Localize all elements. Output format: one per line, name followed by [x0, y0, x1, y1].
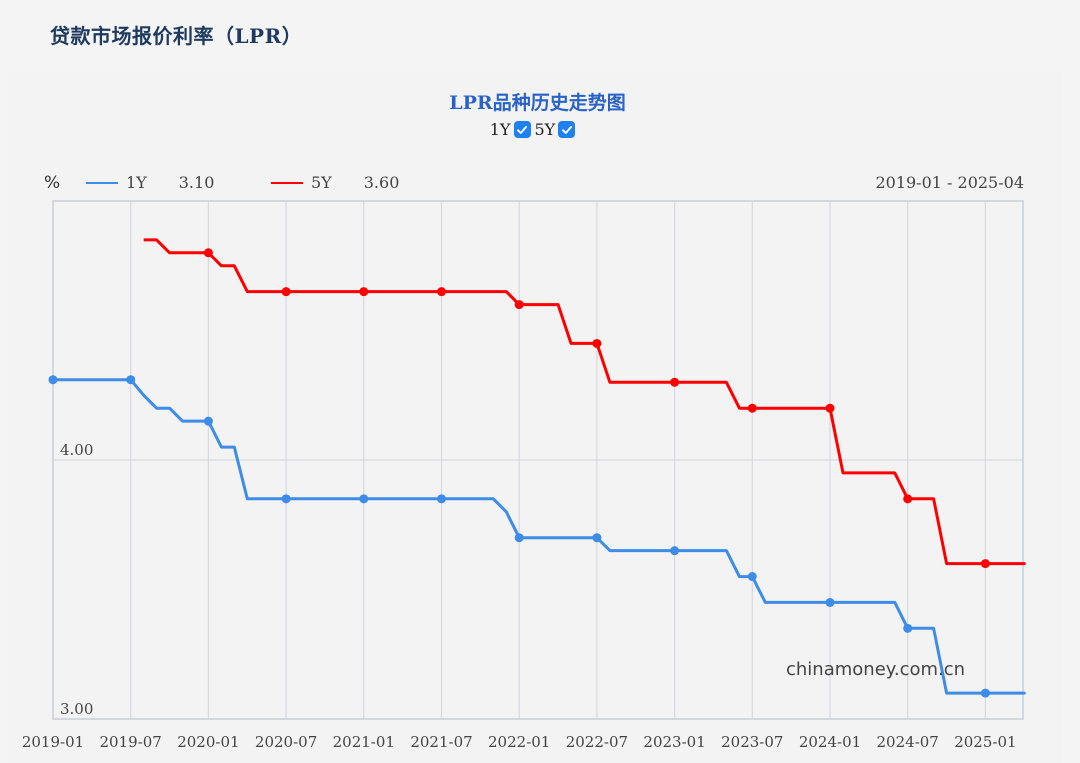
legend-item-1y[interactable]: 1Y 3.10 [86, 173, 214, 192]
series-toggles: 1Y 5Y [0, 120, 1065, 139]
x-tick-label: 2022-01 [488, 733, 551, 751]
checkbox-5y[interactable] [558, 121, 576, 138]
data-point-marker[interactable] [980, 688, 990, 698]
data-point-marker[interactable] [203, 416, 213, 426]
x-tick-label: 2020-07 [254, 733, 318, 751]
data-point-marker[interactable] [48, 375, 58, 385]
legend-swatch-1y [86, 181, 118, 184]
x-tick-label: 2025-01 [954, 733, 1017, 751]
checkbox-1y[interactable] [513, 121, 531, 138]
data-point-marker[interactable] [359, 494, 369, 504]
legend-name-1y: 1Y [126, 173, 147, 192]
data-point-marker[interactable] [825, 403, 835, 413]
data-point-marker[interactable] [514, 300, 524, 310]
page-title: 贷款市场报价利率（LPR） [50, 24, 303, 48]
data-point-marker[interactable] [281, 494, 291, 504]
date-range: 2019-01 - 2025-04 [875, 173, 1024, 192]
legend-name-5y: 5Y [311, 173, 332, 192]
x-tick-label: 2019-07 [99, 733, 162, 751]
series-line-1y[interactable] [53, 378, 1026, 695]
data-point-marker[interactable] [359, 287, 369, 297]
x-tick-label: 2023-01 [643, 733, 706, 751]
data-point-marker[interactable] [747, 403, 757, 413]
data-point-marker[interactable] [281, 287, 291, 297]
data-point-marker[interactable] [514, 533, 524, 543]
x-tick-label: 2024-01 [798, 733, 862, 751]
data-point-marker[interactable] [903, 494, 913, 504]
data-point-marker[interactable] [825, 597, 835, 607]
x-tick-label: 2021-07 [410, 733, 473, 751]
data-point-marker[interactable] [592, 533, 602, 543]
data-point-marker[interactable] [203, 248, 213, 258]
toggle-1y-label: 1Y [489, 120, 511, 139]
toggle-1y[interactable]: 1Y [490, 120, 531, 139]
series-line-5y[interactable] [143, 238, 1026, 566]
data-point-marker[interactable] [670, 546, 680, 556]
legend-item-5y[interactable]: 5Y 3.60 [271, 173, 399, 192]
y-tick-label-4: 4.00 [60, 441, 94, 459]
x-tick-label: 2023-07 [721, 733, 784, 751]
data-point-marker[interactable] [592, 338, 602, 348]
legend-value-5y: 3.60 [363, 173, 400, 192]
x-tick-label: 2024-07 [876, 733, 939, 751]
checkmark-icon [517, 125, 527, 134]
watermark: chinamoney.com.cn [786, 659, 966, 680]
legend-value-1y: 3.10 [178, 173, 215, 192]
chart-title: LPR品种历史走势图 [449, 92, 626, 114]
data-point-marker[interactable] [437, 287, 446, 297]
data-point-marker[interactable] [670, 377, 680, 387]
toggle-5y-label: 5Y [534, 120, 556, 139]
y-axis-unit: % [44, 173, 61, 193]
x-tick-label: 2020-01 [177, 733, 240, 751]
data-point-marker[interactable] [980, 559, 990, 569]
data-point-marker[interactable] [437, 494, 446, 504]
x-tick-label: 2019-01 [21, 733, 85, 751]
data-point-marker[interactable] [747, 572, 757, 582]
data-point-marker[interactable] [126, 375, 136, 385]
y-tick-label-3: 3.00 [60, 700, 94, 718]
legend-swatch-5y [271, 181, 303, 184]
checkmark-icon [561, 125, 572, 134]
x-tick-label: 2022-07 [565, 733, 629, 751]
x-tick-label: 2021-01 [332, 733, 395, 751]
toggle-5y[interactable]: 5Y [535, 120, 576, 139]
x-axis-labels: 2019-01 2019-07 2020-01 2020-07 2021-01 2021-… [0, 733, 1080, 753]
chart-panel [8, 68, 1062, 763]
data-point-marker[interactable] [903, 623, 913, 633]
